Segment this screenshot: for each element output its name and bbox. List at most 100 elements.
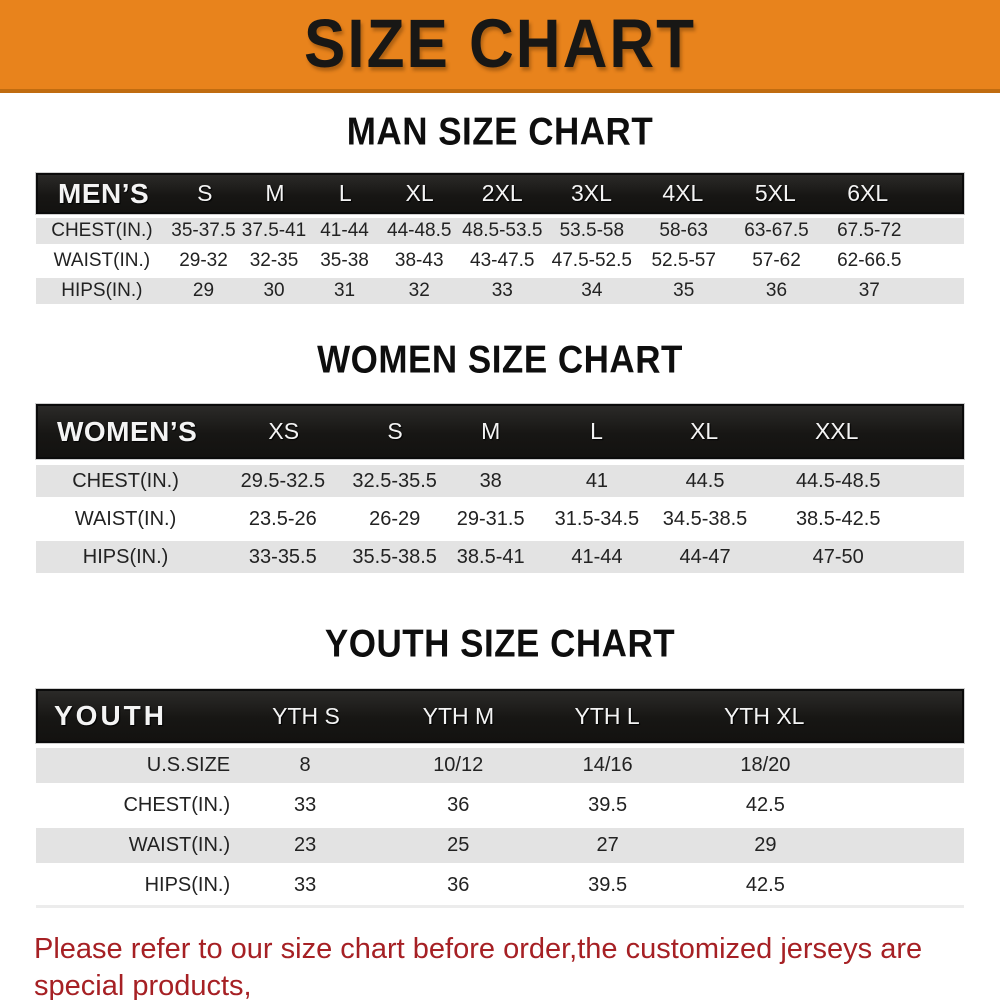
header-size-cell: YTH M (422, 702, 495, 729)
value-cell: 48.5-53.5 (462, 220, 543, 241)
women-heading-text: WOMEN SIZE CHART (317, 337, 683, 382)
value-cell: 26-29 (369, 507, 421, 530)
table-row: HIPS(IN.) 29 30 31 32 33 34 35 36 37 (36, 278, 964, 304)
value-cell: 35-37.5 (171, 220, 236, 241)
value-cell: 29.5-32.5 (240, 469, 326, 492)
value-cell: 39.5 (588, 874, 628, 896)
header-size-cell: XS (268, 418, 300, 444)
row-label: HIPS(IN.) (82, 545, 169, 568)
value-cell: 41-44 (571, 545, 623, 568)
disclaimer-line-1: Please refer to our size chart before or… (34, 933, 923, 1000)
header-size-cell: L (338, 180, 352, 206)
value-cell: 44-47 (679, 545, 731, 568)
row-label: CHEST(IN.) (51, 220, 153, 241)
header-size-cell: M (265, 180, 285, 206)
row-label: HIPS(IN.) (144, 874, 231, 896)
header-size-cell: 6XL (847, 180, 889, 206)
row-label: U.S.SIZE (146, 754, 231, 776)
header-size-cell: XL (690, 418, 719, 444)
value-cell: 63-67.5 (744, 220, 809, 241)
men-heading: MAN SIZE CHART (0, 93, 1000, 154)
table-row: WAIST(IN.) 23 25 27 29 (36, 828, 964, 863)
value-cell: 25 (447, 834, 470, 856)
table-header-row: YOUTH YTH S YTH M YTH L YTH XL (35, 688, 965, 744)
header-size-cell: XXL (814, 418, 859, 444)
youth-heading: YOUTH SIZE CHART (0, 573, 1000, 666)
table-row: WAIST(IN.) 23.5-26 26-29 29-31.5 31.5-34.5 34… (36, 503, 964, 535)
value-cell: 42.5 (745, 874, 785, 896)
value-cell: 18/20 (740, 754, 791, 776)
value-cell: 32.5-35.5 (352, 469, 437, 492)
value-cell: 39.5 (588, 794, 628, 816)
value-cell: 53.5-58 (559, 220, 625, 241)
value-cell: 36 (447, 794, 470, 816)
row-label: HIPS(IN.) (61, 280, 143, 301)
table-row: CHEST(IN.) 33 36 39.5 42.5 (36, 788, 964, 823)
value-cell: 43-47.5 (470, 250, 535, 271)
value-cell: 23.5-26 (248, 507, 317, 530)
value-cell: 52.5-57 (651, 250, 716, 271)
youth-heading-text: YOUTH SIZE CHART (324, 621, 676, 666)
value-cell: 38.5-42.5 (795, 507, 881, 530)
header-size-cell: 4XL (662, 180, 704, 206)
value-cell: 33 (293, 874, 317, 896)
row-label: WAIST(IN.) (128, 834, 231, 856)
table-header-row: WOMEN’S XS S M L XL XXL (35, 403, 965, 460)
header-size-cell: YTH L (574, 702, 640, 729)
value-cell: 44.5 (685, 469, 725, 492)
women-heading: WOMEN SIZE CHART (0, 304, 1000, 382)
header-label-cell: WOMEN’S (56, 415, 198, 447)
row-label: CHEST(IN.) (123, 794, 231, 816)
banner: SIZE CHART (0, 0, 1000, 93)
value-cell: 34 (581, 280, 603, 301)
value-cell: 8 (299, 754, 311, 776)
header-size-cell: L (590, 418, 603, 444)
value-cell: 41 (585, 469, 609, 492)
value-cell: 47.5-52.5 (551, 250, 632, 271)
section-women: WOMEN SIZE CHART WOMEN’S XS S M L XL XXL CHEST(… (0, 304, 1000, 573)
section-youth: YOUTH SIZE CHART YOUTH YTH S YTH M YTH L YTH… (0, 573, 1000, 908)
value-cell: 38.5-41 (456, 545, 525, 568)
value-cell: 58-63 (659, 220, 708, 241)
men-heading-text: MAN SIZE CHART (346, 109, 654, 154)
value-cell: 62-66.5 (837, 250, 902, 271)
value-cell: 41-44 (320, 220, 369, 241)
table-row: U.S.SIZE 8 10/12 14/16 18/20 (36, 748, 964, 783)
value-cell: 38-43 (394, 250, 444, 271)
header-size-cell: M (481, 418, 501, 444)
value-cell: 29-32 (179, 250, 228, 271)
header-size-cell: YTH XL (723, 702, 805, 729)
table-row: CHEST(IN.) 29.5-32.5 32.5-35.5 38 41 44.5 44.5… (36, 465, 964, 497)
table-row: WAIST(IN.) 29-32 32-35 35-38 38-43 43-47.5 47.… (36, 248, 964, 274)
value-cell: 27 (596, 834, 619, 856)
table-header-row: MEN’S S M L XL 2XL 3XL 4XL 5XL 6XL (35, 172, 965, 215)
value-cell: 44-48.5 (387, 220, 452, 241)
value-cell: 33 (293, 794, 317, 816)
header-label-cell: MEN’S (58, 177, 150, 209)
table-row: CHEST(IN.) 35-37.5 37.5-41 41-44 44-48.5 48.5… (36, 218, 964, 244)
table-row: HIPS(IN.) 33 36 39.5 42.5 (36, 868, 964, 903)
value-cell: 35-38 (320, 250, 369, 271)
table-row: HIPS(IN.) 33-35.5 35.5-38.5 38.5-41 41-44 44-… (36, 541, 964, 573)
row-label: CHEST(IN.) (72, 469, 179, 492)
value-cell: 32 (408, 280, 430, 301)
header-size-cell: S (197, 180, 213, 206)
value-cell: 35 (673, 280, 695, 301)
section-men: MAN SIZE CHART MEN’S S M L XL 2XL 3XL 4XL 5XL 6XL… (0, 93, 1000, 304)
header-size-cell: 5XL (754, 180, 796, 206)
header-size-cell: YTH S (272, 702, 340, 729)
men-size-table: MEN’S S M L XL 2XL 3XL 4XL 5XL 6XL CHEST(IN.) 35-37… (35, 172, 965, 304)
value-cell: 33-35.5 (248, 545, 317, 568)
value-cell: 31.5-34.5 (554, 507, 640, 530)
banner-title: SIZE CHART (304, 6, 696, 83)
disclaimer: Please refer to our size chart before or… (34, 931, 1000, 1000)
youth-size-table: YOUTH YTH S YTH M YTH L YTH XL U.S.SIZE 8 10/12… (35, 688, 965, 908)
header-size-cell: S (387, 418, 403, 444)
value-cell: 29-31.5 (456, 507, 525, 530)
value-cell: 34.5-38.5 (662, 507, 748, 530)
value-cell: 38 (479, 469, 502, 492)
value-cell: 36 (447, 874, 470, 896)
women-size-table: WOMEN’S XS S M L XL XXL CHEST(IN.) 29.5-32.5 32.5… (35, 403, 965, 573)
value-cell: 36 (765, 280, 788, 301)
value-cell: 29 (754, 834, 777, 856)
